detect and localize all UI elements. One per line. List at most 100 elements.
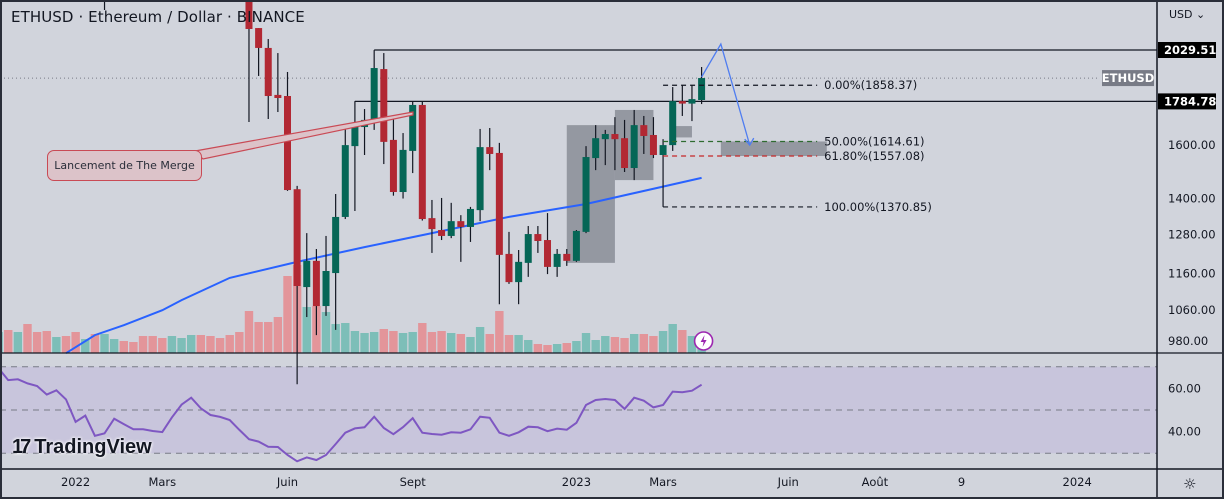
volume-bar [427, 332, 437, 353]
volume-bar [32, 332, 42, 353]
currency-label: USD [1169, 8, 1193, 21]
volume-bar [360, 333, 369, 353]
candle-down [649, 134, 657, 155]
price-axis-label: 980.00 [1168, 334, 1208, 348]
candle-up [572, 230, 580, 261]
volume-bar [687, 336, 697, 353]
candle-down [534, 234, 542, 241]
volume-bar [71, 332, 80, 353]
volume-bar [264, 322, 273, 353]
candle-down [245, 0, 253, 29]
candle-down [495, 152, 503, 255]
volume-bar [119, 341, 128, 353]
price-axis-label: 1400.00 [1168, 192, 1216, 206]
volume-bar [369, 332, 379, 353]
candle-up [303, 260, 311, 288]
price-label-text: 2029.51 [1164, 43, 1216, 57]
zone-rectangle [720, 141, 827, 156]
volume-bar [398, 333, 408, 353]
volume-bar [244, 311, 254, 353]
zone-rectangle [672, 126, 692, 138]
volume-bar [389, 331, 398, 353]
time-axis-label: 2024 [1063, 475, 1092, 489]
volume-bar [408, 332, 417, 353]
candle-down [678, 101, 686, 104]
time-axis-label: Mars [148, 475, 176, 489]
volume-bar [341, 323, 350, 353]
volume-bar [639, 334, 649, 353]
volume-bar [235, 332, 244, 353]
volume-bar [629, 334, 639, 353]
time-axis-label: 2023 [562, 475, 591, 489]
volume-bar [52, 337, 61, 353]
merge-callout[interactable]: Lancement de The Merge [47, 150, 202, 181]
volume-bar [514, 335, 523, 353]
volume-bar [504, 335, 514, 353]
volume-bar [466, 337, 475, 353]
volume-bar [418, 323, 427, 353]
volume-bar [350, 331, 360, 353]
time-axis-label: Juin [777, 475, 799, 489]
time-axis-label: 2022 [61, 475, 90, 489]
volume-bar [23, 324, 32, 353]
volume-bar [61, 336, 71, 353]
currency-selector[interactable]: USD ⌄ [1169, 8, 1205, 21]
candle-up [592, 138, 600, 159]
candle-down [389, 139, 397, 193]
tradingview-logo[interactable]: 17 TradingView [12, 436, 152, 459]
volume-bar [206, 336, 215, 353]
rsi-line [0, 368, 703, 463]
volume-bar [4, 330, 13, 353]
time-axis-label: 9 [958, 475, 965, 489]
candle-up [524, 234, 532, 263]
candle-down [428, 218, 436, 230]
lightning-bolt-icon [700, 335, 707, 347]
volume-bar [379, 329, 388, 353]
volume-bar [610, 337, 620, 353]
fib-level-label: 100.00%(1370.85) [824, 200, 932, 214]
volume-bar [109, 339, 119, 353]
chevron-down-icon: ⌄ [1196, 8, 1206, 21]
price-axis-label: 1600.00 [1168, 138, 1216, 152]
volume-bar [129, 342, 138, 353]
volume-bar [658, 331, 668, 353]
symbol-price-label: ETHUSD [1102, 71, 1155, 85]
volume-bar [668, 324, 677, 353]
arrow-head-icon [744, 137, 755, 147]
candle-down [274, 94, 282, 99]
candle-down [255, 28, 263, 48]
candle-up [582, 157, 590, 232]
candle-up [447, 221, 455, 236]
candle-up [698, 78, 706, 101]
volume-bar [215, 338, 225, 353]
candle-up [409, 104, 417, 151]
volume-bar [447, 333, 456, 353]
candle-down [563, 253, 571, 261]
fib-level-label: 0.00%(1858.37) [824, 78, 917, 92]
time-axis-label: Mars [649, 475, 677, 489]
fib-level-label: 50.00%(1614.61) [824, 134, 924, 148]
volume-bar [158, 338, 167, 353]
volume-bar [42, 331, 51, 353]
candle-down [284, 96, 291, 191]
candle-up [476, 147, 484, 211]
volume-bar [148, 336, 157, 353]
time-axis-label: Sept [400, 475, 427, 489]
candle-up [466, 208, 474, 227]
price-axis-label: 1060.00 [1168, 303, 1216, 317]
volume-bar [167, 336, 177, 353]
candle-down [457, 221, 465, 227]
moving-average-line [65, 176, 702, 355]
volume-bar [572, 341, 581, 353]
volume-bar [485, 334, 494, 353]
symbol-title[interactable]: ETHUSD · Ethereum / Dollar · BINANCE [11, 8, 305, 26]
gear-icon[interactable]: ☼ [1183, 475, 1197, 493]
time-axis-label: Août [862, 475, 889, 489]
volume-bar [581, 333, 591, 353]
candle-up [515, 261, 523, 283]
volume-bar [552, 344, 562, 353]
candle-down [505, 253, 513, 283]
volume-bar [678, 330, 687, 353]
price-label-text: 1784.78 [1164, 94, 1216, 108]
